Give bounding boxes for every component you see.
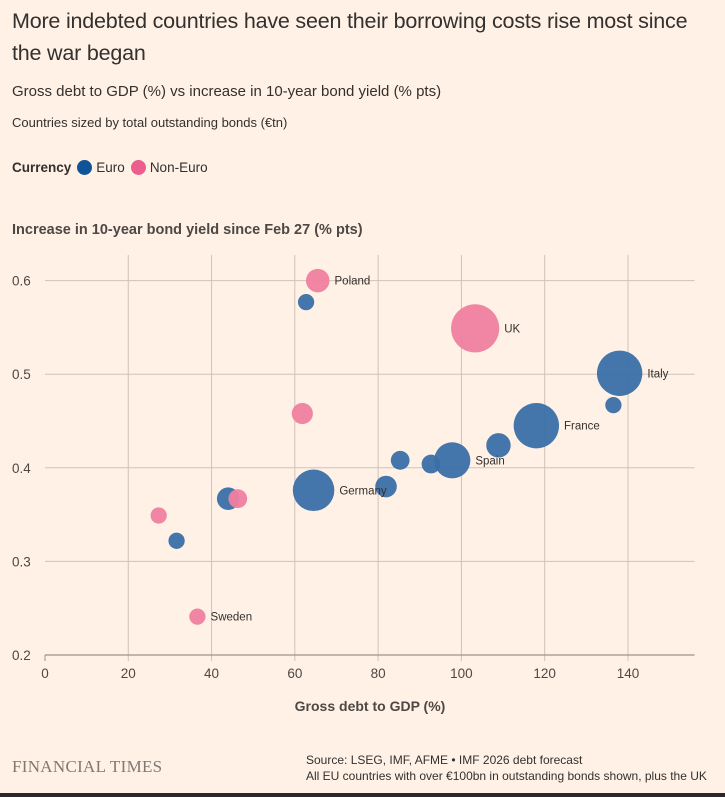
data-label-spain: Spain bbox=[475, 455, 504, 467]
point-germany bbox=[292, 469, 335, 512]
point-non-euro bbox=[150, 507, 167, 524]
y-tick-label: 0.2 bbox=[12, 648, 31, 663]
legend-label: Currency bbox=[12, 160, 72, 175]
point-euro bbox=[375, 475, 397, 498]
point-euro bbox=[421, 454, 441, 474]
y-tick-label: 0.5 bbox=[12, 367, 31, 382]
x-tick-labels: 0 20 40 60 80 100 120 140 bbox=[41, 666, 639, 681]
data-label-sweden: Sweden bbox=[211, 612, 253, 624]
y-tick-label: 0.4 bbox=[12, 461, 31, 476]
data-labels: UK Italy France Germany Spain Poland Sweden bbox=[211, 276, 669, 624]
x-tick-label: 80 bbox=[371, 666, 386, 681]
y-tick-label: 0.6 bbox=[12, 274, 31, 289]
legend-item-euro: Euro bbox=[77, 160, 125, 175]
data-label-italy: Italy bbox=[647, 368, 668, 380]
legend: Currency Euro Non-Euro bbox=[12, 160, 214, 175]
grid bbox=[44, 255, 695, 661]
y-axis-title: Increase in 10-year bond yield since Feb… bbox=[12, 222, 363, 238]
x-tick-label: 60 bbox=[287, 666, 302, 681]
point-france bbox=[513, 402, 560, 449]
legend-text-non-euro: Non-Euro bbox=[149, 160, 208, 175]
legend-text-euro: Euro bbox=[96, 160, 125, 175]
point-euro bbox=[486, 433, 511, 458]
point-non-euro bbox=[228, 489, 248, 509]
x-tick-label: 120 bbox=[533, 666, 556, 681]
point-euro bbox=[390, 450, 410, 470]
y-tick-label: 0.3 bbox=[12, 554, 31, 569]
point-spain bbox=[434, 442, 471, 479]
data-points bbox=[150, 268, 643, 625]
x-tick-label: 140 bbox=[617, 666, 640, 681]
legend-swatch-euro bbox=[77, 160, 93, 175]
x-tick-label: 0 bbox=[41, 666, 49, 681]
point-sweden bbox=[189, 608, 206, 625]
data-label-uk: UK bbox=[504, 323, 520, 335]
point-uk bbox=[451, 304, 500, 353]
point-euro bbox=[605, 396, 622, 414]
source-text: Source: LSEG, IMF, AFME • IMF 2026 debt … bbox=[306, 753, 583, 767]
chart-size-note: Countries sized by total outstanding bon… bbox=[12, 115, 288, 130]
legend-swatch-non-euro bbox=[130, 160, 146, 175]
point-italy bbox=[596, 350, 643, 396]
point-poland bbox=[305, 268, 330, 293]
chart-title: More indebted countries have seen their … bbox=[12, 9, 688, 65]
x-tick-label: 40 bbox=[204, 666, 219, 681]
x-tick-label: 100 bbox=[450, 666, 473, 681]
point-euro bbox=[168, 532, 185, 549]
chart-subtitle: Gross debt to GDP (%) vs increase in 10-… bbox=[12, 83, 442, 100]
data-label-france: France bbox=[564, 421, 600, 433]
data-label-poland: Poland bbox=[335, 276, 371, 288]
x-tick-label: 20 bbox=[121, 666, 136, 681]
point-euro bbox=[297, 293, 315, 311]
data-label-germany: Germany bbox=[339, 485, 387, 497]
coverage-note: All EU countries with over €100bn in out… bbox=[306, 769, 707, 783]
point-non-euro bbox=[291, 402, 313, 425]
bottom-bar bbox=[0, 793, 725, 797]
x-axis-title: Gross debt to GDP (%) bbox=[294, 698, 446, 714]
legend-item-non-euro: Non-Euro bbox=[130, 160, 208, 175]
source-note: Source: LSEG, IMF, AFME • IMF 2026 debt … bbox=[306, 752, 707, 784]
ft-logo: FINANCIAL TIMES bbox=[12, 757, 163, 776]
y-tick-labels: 0.2 0.3 0.4 0.5 0.6 bbox=[12, 274, 31, 663]
scatter-plot: 0.2 0.3 0.4 0.5 0.6 0 20 40 60 80 100 120 140 UK Ita… bbox=[12, 255, 695, 681]
